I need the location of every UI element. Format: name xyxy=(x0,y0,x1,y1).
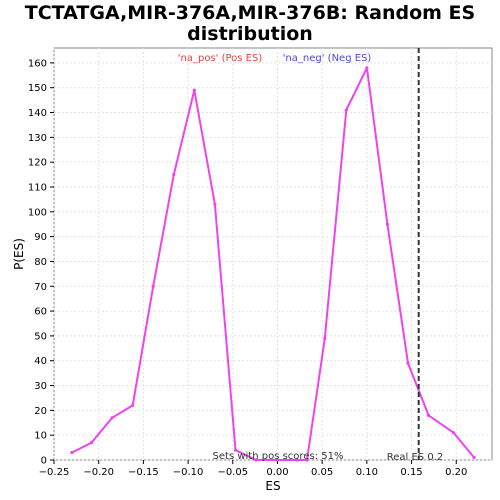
y-tick-label: 100 xyxy=(28,207,47,218)
plot-area xyxy=(53,47,493,461)
y-tick-label: 10 xyxy=(34,431,47,442)
real-es-label: Real ES 0.2 xyxy=(387,452,443,463)
x-tick-label: −0.25 xyxy=(39,467,70,478)
data-point xyxy=(451,431,456,435)
chart-title-line-2: distribution xyxy=(187,23,313,45)
x-tick-label: 0.15 xyxy=(400,467,422,478)
data-point xyxy=(172,172,176,177)
x-axis-ticks: −0.25 −0.20 −0.15 −0.10 −0.05 0.00 0.05 0.10 0.1… xyxy=(39,460,467,478)
pos-scores-annotation: Sets with pos scores: 51% xyxy=(213,451,344,462)
x-tick-label: −0.10 xyxy=(173,467,204,478)
data-point xyxy=(233,448,238,452)
data-point xyxy=(151,284,155,288)
y-tick-label: 50 xyxy=(34,331,47,342)
data-point xyxy=(365,66,369,70)
y-tick-label: 130 xyxy=(28,133,47,144)
y-tick-label: 40 xyxy=(34,356,47,367)
data-point xyxy=(385,222,390,226)
y-tick-label: 160 xyxy=(28,58,47,69)
data-point xyxy=(192,88,196,92)
x-tick-label: 0.20 xyxy=(445,467,467,478)
data-point xyxy=(70,450,74,455)
y-tick-label: 90 xyxy=(34,232,47,243)
y-axis-title: P(ES) xyxy=(12,238,26,270)
data-point xyxy=(254,458,258,462)
data-point xyxy=(344,108,348,112)
y-tick-label: 20 xyxy=(34,406,47,417)
x-axis-title: ES xyxy=(265,479,280,493)
x-tick-label: −0.20 xyxy=(83,467,114,478)
y-tick-label: 0 xyxy=(41,456,47,467)
x-tick-label: 0.10 xyxy=(356,467,378,478)
y-tick-label: 30 xyxy=(34,381,47,392)
legend-pos-label: 'na_pos' (Pos ES) xyxy=(178,53,263,64)
chart-title-line-1: TCTATGA,MIR-376A,MIR-376B: Random ES xyxy=(24,2,476,24)
y-tick-label: 120 xyxy=(28,158,47,169)
data-point xyxy=(406,361,410,365)
x-tick-label: −0.05 xyxy=(217,467,248,478)
y-tick-label: 150 xyxy=(28,83,47,94)
x-tick-label: −0.15 xyxy=(128,467,159,478)
data-point xyxy=(295,458,299,462)
x-tick-label: 0.00 xyxy=(266,467,288,478)
data-point xyxy=(274,458,279,462)
data-point xyxy=(305,458,309,462)
legend-neg-label: 'na_neg' (Neg ES) xyxy=(283,53,372,64)
series-group xyxy=(70,66,476,462)
y-tick-label: 110 xyxy=(28,182,47,193)
data-point xyxy=(426,413,431,417)
y-tick-label: 80 xyxy=(34,257,47,268)
data-point xyxy=(213,202,217,206)
y-axis-ticks: 0 10 20 30 40 50 60 70 80 90 100 110 120 130 140 150 160 xyxy=(28,58,54,467)
x-tick-label: 0.05 xyxy=(311,467,333,478)
y-tick-label: 60 xyxy=(34,307,47,318)
y-tick-label: 70 xyxy=(34,282,47,293)
data-point xyxy=(110,416,114,420)
data-point xyxy=(131,403,135,407)
data-point xyxy=(89,441,94,445)
data-point xyxy=(323,336,327,340)
data-point xyxy=(472,455,476,460)
y-tick-label: 140 xyxy=(28,108,47,119)
